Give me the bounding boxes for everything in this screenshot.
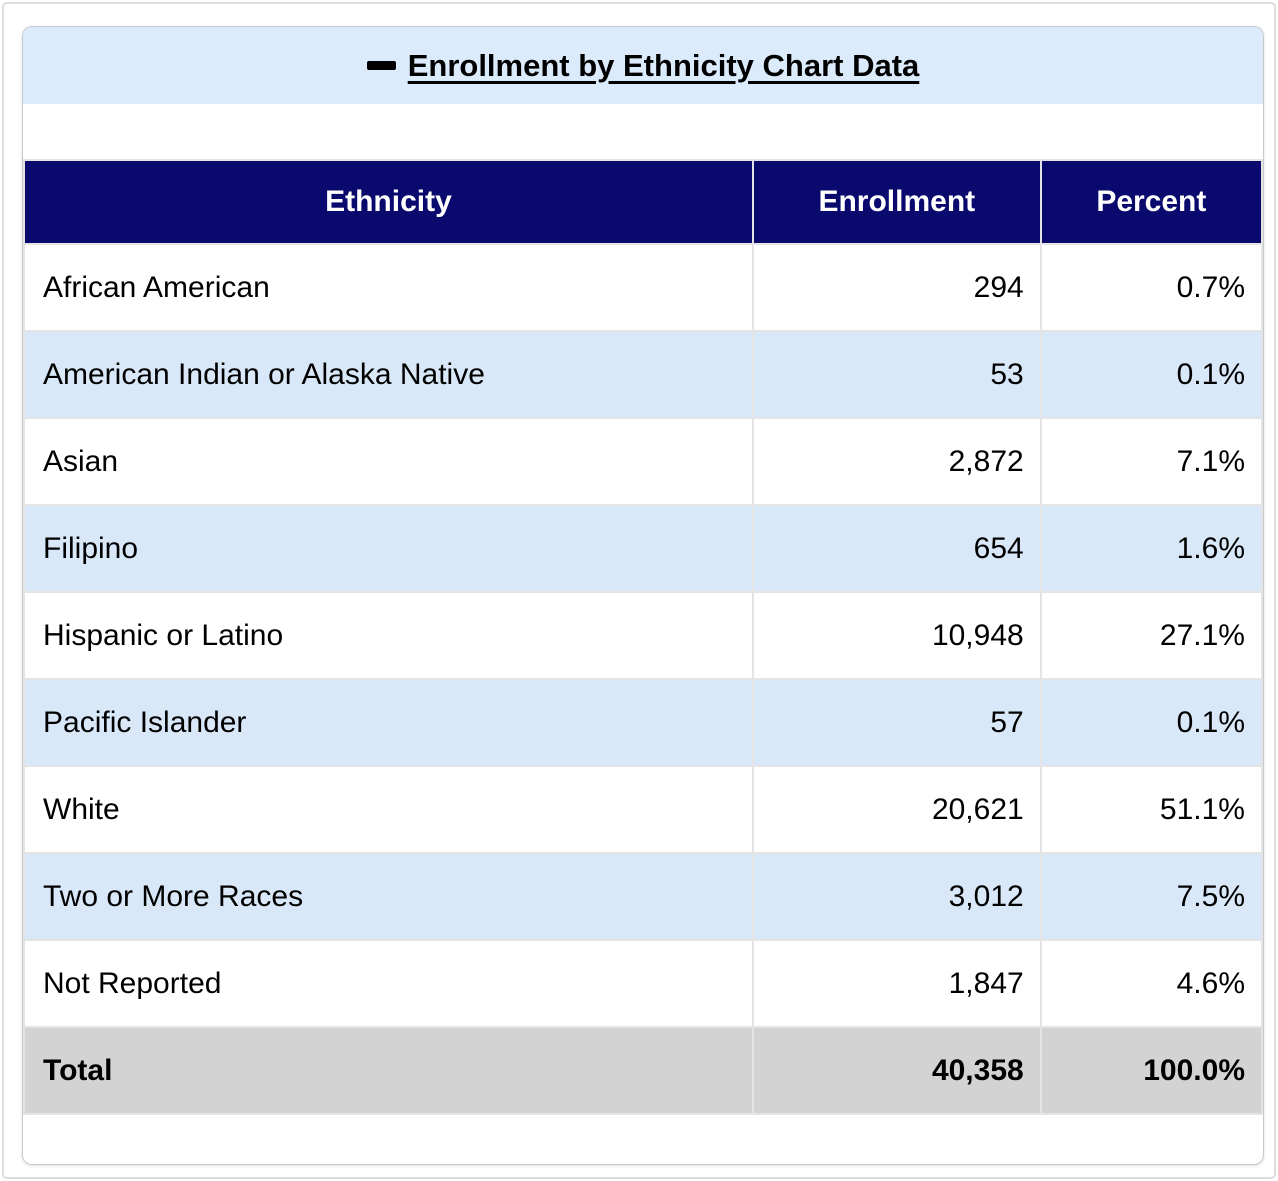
enrollment-by-ethnicity-widget: Enrollment by Ethnicity Chart Data Ethni… xyxy=(22,26,1264,1165)
cell-percent: 4.6% xyxy=(1041,941,1261,1026)
cell-percent: 7.5% xyxy=(1041,854,1261,939)
cell-ethnicity: African American xyxy=(25,245,752,330)
table-row: Hispanic or Latino 10,948 27.1% xyxy=(25,593,1261,678)
cell-enrollment: 57 xyxy=(753,680,1040,765)
cell-percent: 27.1% xyxy=(1041,593,1261,678)
cell-percent: 7.1% xyxy=(1041,419,1261,504)
cell-ethnicity: Filipino xyxy=(25,506,752,591)
cell-enrollment: 10,948 xyxy=(753,593,1040,678)
cell-enrollment: 2,872 xyxy=(753,419,1040,504)
cell-enrollment: 20,621 xyxy=(753,767,1040,852)
cell-enrollment: 654 xyxy=(753,506,1040,591)
widget-header: Enrollment by Ethnicity Chart Data xyxy=(23,27,1263,104)
table-row: Pacific Islander 57 0.1% xyxy=(25,680,1261,765)
cell-percent: 0.7% xyxy=(1041,245,1261,330)
total-percent: 100.0% xyxy=(1041,1028,1261,1113)
cell-ethnicity: American Indian or Alaska Native xyxy=(25,332,752,417)
cell-ethnicity: Hispanic or Latino xyxy=(25,593,752,678)
table-body: African American 294 0.7% American Indian o… xyxy=(25,245,1261,1026)
table-header-row: Ethnicity Enrollment Percent xyxy=(25,161,1261,243)
total-enrollment: 40,358 xyxy=(753,1028,1040,1113)
column-header-percent: Percent xyxy=(1041,161,1261,243)
cell-percent: 51.1% xyxy=(1041,767,1261,852)
cell-ethnicity: Asian xyxy=(25,419,752,504)
widget-body: Ethnicity Enrollment Percent African Ame… xyxy=(23,104,1263,1115)
column-header-enrollment: Enrollment xyxy=(753,161,1040,243)
cell-enrollment: 3,012 xyxy=(753,854,1040,939)
cell-percent: 0.1% xyxy=(1041,680,1261,765)
collapse-minus-icon[interactable] xyxy=(366,61,396,70)
table-row: American Indian or Alaska Native 53 0.1% xyxy=(25,332,1261,417)
table-row: White 20,621 51.1% xyxy=(25,767,1261,852)
cell-percent: 1.6% xyxy=(1041,506,1261,591)
table-row: Filipino 654 1.6% xyxy=(25,506,1261,591)
cell-ethnicity: White xyxy=(25,767,752,852)
cell-percent: 0.1% xyxy=(1041,332,1261,417)
table-row: Two or More Races 3,012 7.5% xyxy=(25,854,1261,939)
table-row: African American 294 0.7% xyxy=(25,245,1261,330)
total-row: Total 40,358 100.0% xyxy=(25,1028,1261,1113)
cell-enrollment: 53 xyxy=(753,332,1040,417)
column-header-ethnicity: Ethnicity xyxy=(25,161,752,243)
cell-enrollment: 294 xyxy=(753,245,1040,330)
table-row: Asian 2,872 7.1% xyxy=(25,419,1261,504)
table-row: Not Reported 1,847 4.6% xyxy=(25,941,1261,1026)
cell-ethnicity: Pacific Islander xyxy=(25,680,752,765)
cell-enrollment: 1,847 xyxy=(753,941,1040,1026)
total-label: Total xyxy=(25,1028,752,1113)
widget-title-link[interactable]: Enrollment by Ethnicity Chart Data xyxy=(407,47,920,83)
ethnicity-table: Ethnicity Enrollment Percent African Ame… xyxy=(23,159,1263,1115)
cell-ethnicity: Not Reported xyxy=(25,941,752,1026)
cell-ethnicity: Two or More Races xyxy=(25,854,752,939)
